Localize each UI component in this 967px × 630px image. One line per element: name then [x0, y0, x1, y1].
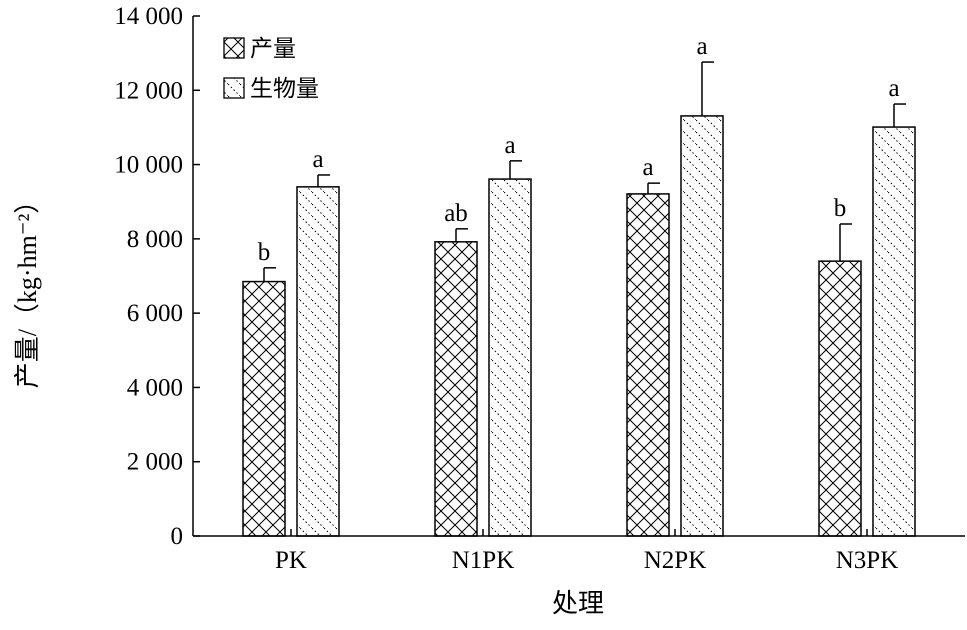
- significance-label: b: [834, 195, 847, 222]
- significance-label: a: [504, 132, 515, 159]
- significance-label: a: [888, 75, 899, 102]
- bar-biomass: [296, 186, 340, 537]
- bar-yield: [818, 260, 862, 537]
- legend-label: 产量: [250, 36, 296, 61]
- y-tick-label: 6 000: [127, 300, 183, 327]
- bar-biomass: [680, 115, 724, 537]
- axes: 0 2 000 4 000 6 000 8 000 10 000 12 000 14 000 P…: [114, 3, 965, 574]
- y-tick-label: 10 000: [114, 152, 183, 179]
- significance-label: a: [642, 154, 653, 181]
- x-tick-label: N1PK: [452, 547, 515, 574]
- x-tick-label: N3PK: [836, 547, 899, 574]
- bar-biomass: [872, 126, 916, 537]
- y-tick-label: 4 000: [127, 374, 183, 401]
- x-tick-label: N2PK: [644, 547, 707, 574]
- significance-label: a: [696, 33, 707, 60]
- bar-yield: [434, 241, 478, 537]
- legend-swatch: [223, 37, 245, 59]
- legend-swatch: [223, 77, 245, 99]
- y-tick-label: 2 000: [127, 449, 183, 476]
- bar-yield: [626, 193, 670, 537]
- y-axis-label: 产量/（kg·hm⁻²）: [13, 188, 42, 389]
- significance-label: ab: [444, 200, 468, 227]
- legend-label: 生物量: [250, 76, 319, 101]
- x-axis-label: 处理: [552, 589, 604, 618]
- significance-label: b: [258, 239, 271, 266]
- significance-label: a: [312, 146, 323, 173]
- bar-yield: [242, 280, 286, 537]
- y-tick-label: 14 000: [114, 3, 183, 30]
- x-tick-label: PK: [275, 547, 307, 574]
- y-tick-label: 8 000: [127, 226, 183, 253]
- bar-biomass: [488, 178, 532, 537]
- y-tick-label: 12 000: [114, 77, 183, 104]
- y-tick-label: 0: [171, 523, 184, 550]
